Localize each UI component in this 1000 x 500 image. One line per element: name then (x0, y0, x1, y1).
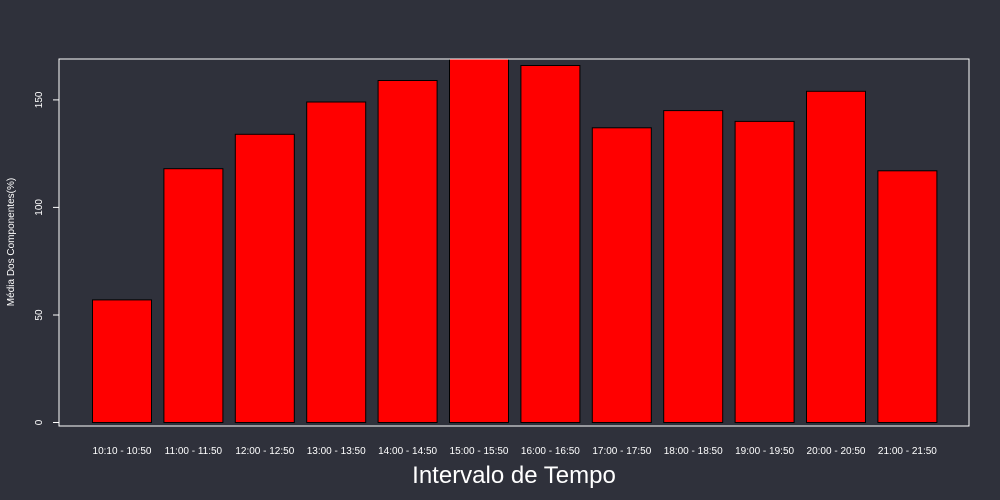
y-tick-label: 150 (34, 91, 45, 108)
bar-8 (591, 127, 652, 424)
x-axis-label: Intervalo de Tempo (412, 462, 616, 489)
x-tick-label: 19:00 - 19:50 (735, 446, 794, 457)
x-tick-label: 15:00 - 15:50 (450, 446, 509, 457)
bar-11 (806, 90, 866, 424)
y-tick-label: 100 (34, 199, 45, 216)
bar-9 (663, 110, 724, 423)
x-tick-label: 14:00 - 14:50 (378, 446, 437, 457)
x-tick-label: 18:00 - 18:50 (664, 446, 723, 457)
bar-10 (734, 120, 795, 424)
y-tick-label: 0 (34, 419, 45, 425)
bars-group (92, 58, 938, 424)
bar-5 (377, 80, 438, 423)
bar-3 (234, 133, 295, 424)
y-axis: 0 50 100 150 (34, 91, 60, 425)
x-tick-label: 17:00 - 17:50 (592, 446, 651, 457)
x-tick-label: 11:00 - 11:50 (165, 446, 223, 457)
x-tick-label: 16:00 - 16:50 (521, 446, 580, 457)
x-tick-label: 21:00 - 21:50 (878, 446, 937, 457)
y-axis-label: Média Dos Componentes(%) (6, 178, 17, 306)
bar-4 (306, 101, 367, 423)
x-tick-label: 13:00 - 13:50 (307, 446, 366, 457)
x-tick-label: 20:00 - 20:50 (807, 446, 866, 457)
bar-1 (92, 299, 152, 423)
x-tick-label: 10:10 - 10:50 (93, 446, 152, 457)
x-tick-label: 12:00 - 12:50 (235, 446, 294, 457)
bar-12 (877, 170, 938, 423)
x-tick-labels: 10:10 - 10:50 11:00 - 11:50 12:00 - 12:50 1… (93, 446, 938, 457)
bar-7 (520, 65, 581, 423)
bar-6 (449, 58, 509, 423)
bar-2 (163, 168, 224, 423)
y-tick-label: 50 (34, 309, 45, 321)
